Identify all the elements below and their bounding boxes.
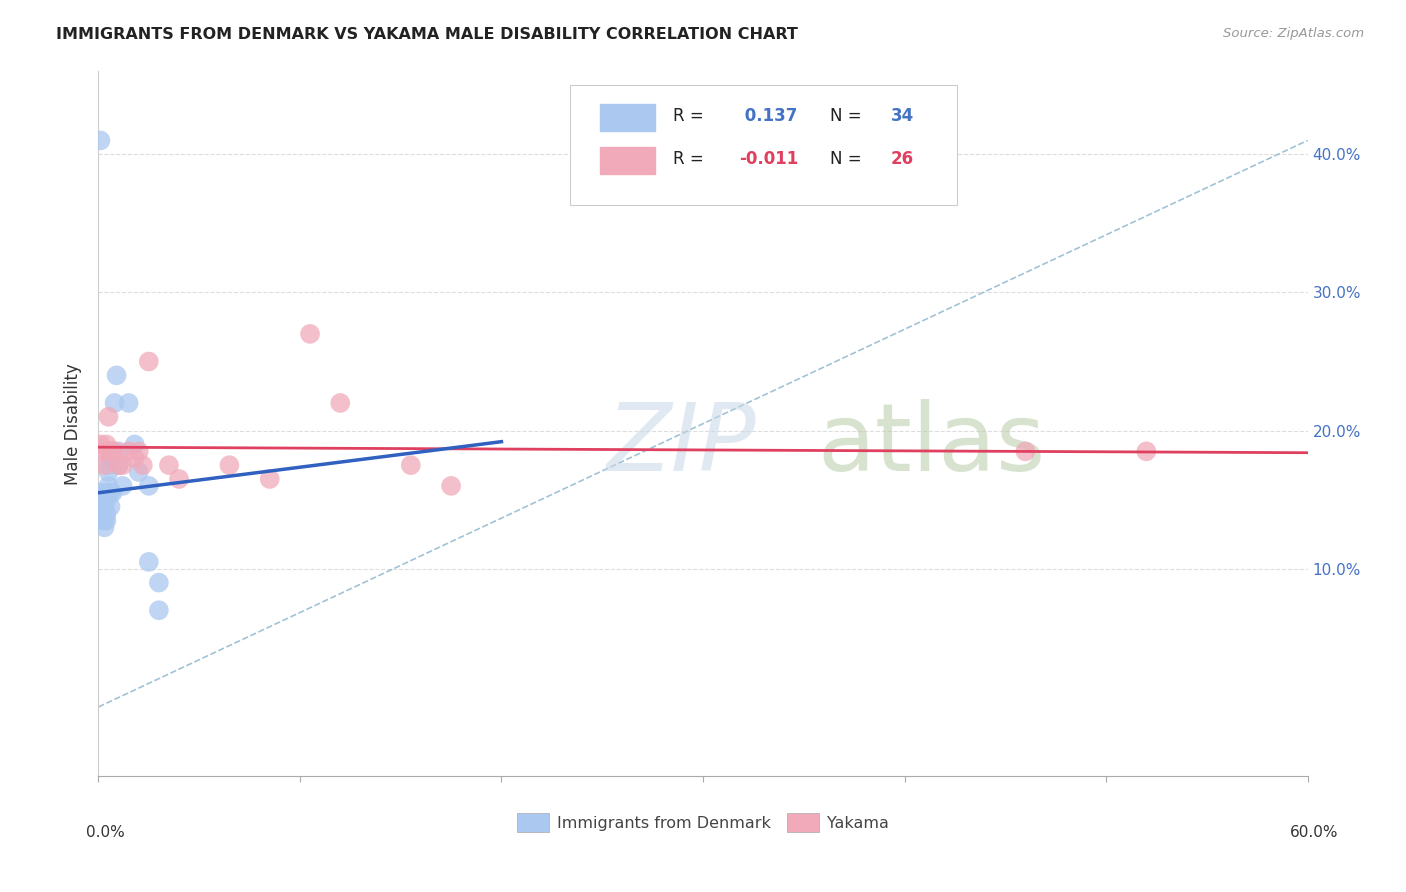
Point [118, 396, 141, 410]
FancyBboxPatch shape [569, 86, 957, 205]
Point [1014, 444, 1036, 458]
Point [91, 513, 114, 527]
Point [97, 409, 120, 424]
Point [118, 444, 141, 458]
Point [218, 458, 240, 472]
Point [93, 458, 115, 472]
Text: 34: 34 [890, 107, 914, 125]
Point [259, 472, 281, 486]
Point [124, 437, 146, 451]
Text: 0.137: 0.137 [740, 107, 797, 125]
Point [97, 479, 120, 493]
Point [101, 444, 124, 458]
Text: R =: R = [673, 151, 709, 169]
Point [148, 575, 170, 590]
Point [132, 458, 155, 472]
Point [107, 458, 129, 472]
Point [89, 437, 111, 451]
Text: atlas: atlas [818, 399, 1046, 491]
Point [138, 479, 160, 493]
Text: Source: ZipAtlas.com: Source: ZipAtlas.com [1223, 27, 1364, 40]
Text: ZIP: ZIP [606, 400, 756, 491]
Point [148, 603, 170, 617]
Point [93, 520, 115, 534]
Point [96, 492, 118, 507]
Point [97, 485, 120, 500]
Point [100, 444, 122, 458]
Text: 26: 26 [890, 151, 914, 169]
Point [138, 555, 160, 569]
Point [89, 500, 111, 514]
Text: N =: N = [830, 151, 868, 169]
Point [138, 354, 160, 368]
Point [157, 458, 180, 472]
Point [96, 513, 118, 527]
Point [128, 444, 150, 458]
Point [96, 507, 118, 521]
Point [107, 458, 129, 472]
Point [103, 444, 125, 458]
Point [101, 444, 124, 458]
Point [97, 458, 120, 472]
Point [100, 485, 122, 500]
Text: R =: R = [673, 107, 709, 125]
Point [93, 492, 115, 507]
Text: -0.011: -0.011 [740, 151, 799, 169]
Point [111, 479, 134, 493]
Point [1135, 444, 1157, 458]
Text: N =: N = [830, 107, 868, 125]
Point [100, 500, 122, 514]
Point [103, 396, 125, 410]
Point [91, 507, 114, 521]
Point [97, 465, 120, 479]
Point [97, 444, 120, 458]
Point [93, 513, 115, 527]
Point [105, 368, 128, 383]
Point [96, 437, 118, 451]
Point [89, 133, 111, 147]
Legend: Immigrants from Denmark, Yakama: Immigrants from Denmark, Yakama [510, 806, 896, 838]
Point [329, 396, 352, 410]
Point [91, 444, 114, 458]
Point [299, 326, 322, 341]
Text: IMMIGRANTS FROM DENMARK VS YAKAMA MALE DISABILITY CORRELATION CHART: IMMIGRANTS FROM DENMARK VS YAKAMA MALE D… [56, 27, 799, 42]
Point [128, 465, 150, 479]
Point [399, 458, 422, 472]
Point [93, 500, 115, 514]
Point [111, 458, 134, 472]
Y-axis label: Male Disability: Male Disability [65, 363, 83, 484]
FancyBboxPatch shape [600, 147, 655, 174]
Point [101, 485, 124, 500]
Point [96, 485, 118, 500]
Point [167, 472, 190, 486]
Text: 0.0%: 0.0% [86, 825, 125, 840]
Point [89, 485, 111, 500]
Point [100, 451, 122, 466]
Point [124, 451, 146, 466]
FancyBboxPatch shape [600, 104, 655, 131]
Text: 60.0%: 60.0% [1291, 825, 1339, 840]
Point [440, 479, 463, 493]
Point [107, 444, 129, 458]
